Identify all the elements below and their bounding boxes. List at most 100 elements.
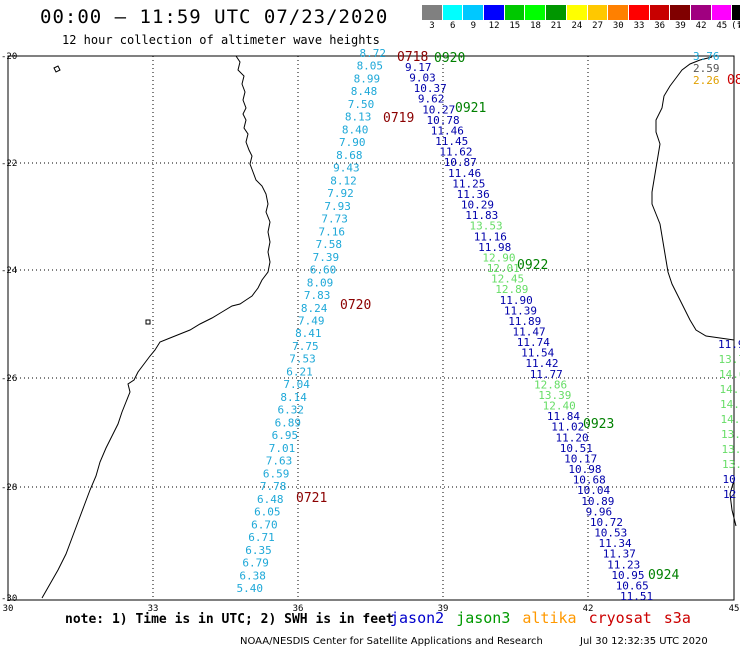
west-track-value: 7.39	[313, 251, 340, 264]
east-track-value: 10.51	[560, 442, 593, 455]
longitude-label: 33	[148, 604, 159, 614]
west-track-value: 6.89	[275, 416, 302, 429]
west-time-label: 0721	[296, 491, 327, 506]
west-track-value: 7.53	[289, 353, 316, 366]
west-track-value: 7.63	[266, 455, 293, 468]
far-east-track-value: 3.76	[693, 50, 720, 63]
east-track-value: 11.16	[474, 230, 507, 243]
west-track-value: 6.59	[263, 467, 290, 480]
far-right-track-value: 13.	[722, 458, 740, 471]
west-track-value: 6.05	[254, 506, 281, 519]
west-track-value: 8.13	[345, 111, 372, 124]
island-b	[145, 319, 151, 325]
far-right-track-value: 13.	[721, 428, 740, 441]
east-track-value: 11.51	[620, 590, 653, 603]
east-track-value: 10.95	[611, 569, 644, 582]
color-scale-labels: 36912151821242730333639424570(ft)	[422, 21, 740, 35]
east-track-value: 11.74	[517, 336, 550, 349]
west-track-value: 7.92	[327, 187, 354, 200]
west-track-value: 7.78	[260, 480, 287, 493]
far-right-track-value: 14.6	[720, 383, 740, 396]
east-track-value: 12.90	[482, 251, 515, 264]
west-time-label: 0718	[397, 50, 428, 65]
east-track-value: 9.03	[409, 72, 436, 85]
west-track-value: 6.79	[242, 557, 269, 570]
scale-label: 27	[592, 21, 604, 31]
scale-swatch	[442, 5, 464, 20]
east-track-value: 11.39	[504, 304, 537, 317]
west-track-value: 8.99	[354, 72, 381, 85]
coastline	[41, 55, 737, 599]
scale-swatch	[649, 5, 671, 20]
far-east-track-value: 2.59	[693, 62, 720, 75]
east-track-value: 11.90	[500, 294, 533, 307]
east-track-value: 11.89	[508, 315, 541, 328]
longitude-label: 42	[583, 604, 594, 614]
madagascar-south-coast	[729, 479, 737, 527]
credit-text: NOAA/NESDIS Center for Satellite Applica…	[240, 636, 543, 647]
west-track-value: 7.90	[339, 136, 366, 149]
island-a	[53, 65, 61, 73]
east-track-value: 12.45	[491, 273, 524, 286]
scale-swatch	[628, 5, 650, 20]
far-right-track-value: 14.6	[719, 368, 740, 381]
scale-swatch	[546, 5, 567, 20]
far-east-track-value: 2.26	[693, 74, 720, 87]
longitude-label: 39	[438, 604, 449, 614]
east-track-value: 11.37	[603, 548, 636, 561]
east-time-label: 0921	[455, 101, 486, 116]
east-track-value: 11.42	[525, 357, 558, 370]
scale-swatch	[670, 5, 691, 20]
east-track-value: 11.34	[599, 537, 632, 550]
east-track-value: 11.02	[551, 421, 584, 434]
east-track-value: 11.98	[478, 241, 511, 254]
scale-label: 6	[449, 21, 456, 31]
west-track-value: 7.93	[324, 200, 351, 213]
lat-lon-grid	[8, 56, 734, 600]
west-track-value: 5.40	[237, 582, 264, 595]
latitude-label: -22	[1, 159, 17, 169]
west-track-value: 7.83	[304, 289, 331, 302]
scale-label: 24	[571, 21, 583, 31]
east-track-value: 11.36	[457, 188, 490, 201]
far-right-track-value: 13.	[722, 443, 740, 456]
page-title: 00:00 – 11:59 UTC 07/23/2020	[40, 6, 389, 28]
latitude-label: -28	[1, 483, 17, 493]
scale-label: 18	[530, 21, 541, 31]
scale-label: 42	[695, 21, 707, 31]
west-track-value: 7.50	[348, 98, 375, 111]
scale-label: 15	[509, 21, 521, 31]
longitude-label: 45	[729, 604, 740, 614]
scale-label: 3	[429, 21, 435, 31]
satellite-legend-item: jason3	[456, 609, 511, 627]
east-track-value: 10.17	[564, 452, 597, 465]
east-track-value: 10.72	[590, 516, 623, 529]
west-track-value: 7.01	[269, 442, 296, 455]
west-track-value: 7.75	[292, 340, 319, 353]
west-track-value: 8.05	[357, 60, 384, 73]
east-track-value: 13.53	[470, 220, 503, 233]
footer-note: note: 1) Time is in UTC; 2) SWH is in fe…	[65, 612, 394, 627]
satellite-legend-item: jason2	[390, 609, 445, 627]
east-track-value: 11.47	[513, 326, 546, 339]
west-track-value: 6.38	[239, 569, 266, 582]
generation-date: Jul 30 12:32:35 UTC 2020	[580, 636, 708, 647]
page-subtitle: 12 hour collection of altimeter wave hei…	[62, 33, 380, 47]
east-track-value: 9.96	[586, 505, 613, 518]
scale-swatch	[525, 5, 547, 20]
scale-swatch	[504, 5, 526, 20]
east-track-value: 10.78	[427, 114, 460, 127]
west-track-value: 7.73	[321, 213, 348, 226]
west-track-value: 6.32	[278, 404, 305, 417]
west-track-value: 6.70	[251, 518, 278, 531]
east-track-value: 12.01	[487, 262, 520, 275]
west-track-value: 6.60	[310, 264, 337, 277]
east-track-value: 9.62	[418, 93, 445, 106]
east-time-label: 0922	[517, 258, 548, 273]
far-right-track-value: 13.7	[719, 353, 740, 366]
west-time-label: 0720	[340, 298, 371, 313]
scale-label: 30	[612, 21, 624, 31]
east-track-value: 11.77	[530, 368, 563, 381]
west-track-value: 8.14	[280, 391, 307, 404]
